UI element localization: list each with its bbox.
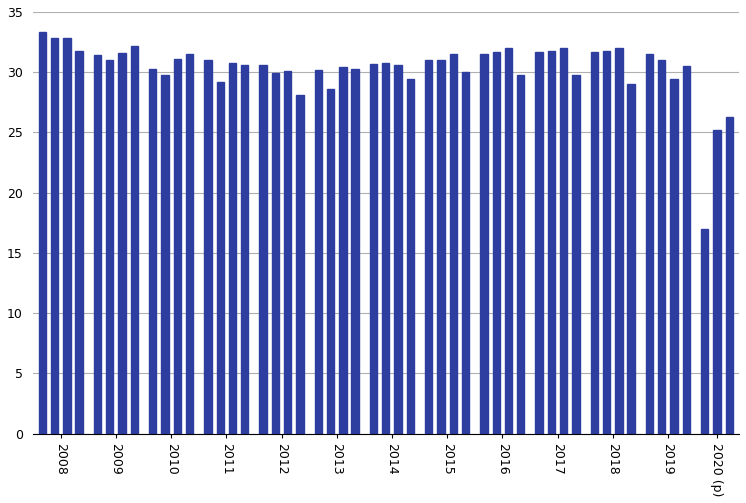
Bar xyxy=(63,38,71,434)
Bar xyxy=(425,60,433,434)
Bar xyxy=(615,48,622,434)
Bar xyxy=(407,79,414,434)
Bar xyxy=(382,62,389,434)
Bar xyxy=(548,50,555,434)
Bar xyxy=(726,117,733,434)
Bar xyxy=(658,60,665,434)
Bar xyxy=(241,65,248,434)
Bar xyxy=(149,68,157,434)
Bar xyxy=(701,229,709,434)
Bar xyxy=(339,67,347,434)
Bar xyxy=(627,84,635,434)
Bar xyxy=(260,65,267,434)
Bar xyxy=(536,52,543,434)
Bar xyxy=(492,52,500,434)
Bar xyxy=(204,60,212,434)
Bar xyxy=(94,55,101,434)
Bar xyxy=(395,65,402,434)
Bar xyxy=(315,70,322,434)
Bar xyxy=(560,48,568,434)
Bar xyxy=(603,50,610,434)
Bar xyxy=(161,74,169,434)
Bar xyxy=(39,32,46,434)
Bar xyxy=(119,53,126,434)
Bar xyxy=(480,54,488,434)
Bar xyxy=(437,60,445,434)
Bar xyxy=(370,64,377,434)
Bar xyxy=(51,38,58,434)
Bar xyxy=(272,73,279,434)
Bar xyxy=(351,68,359,434)
Bar xyxy=(591,52,598,434)
Bar xyxy=(517,74,524,434)
Bar xyxy=(216,82,224,434)
Bar xyxy=(75,50,83,434)
Bar xyxy=(327,89,334,434)
Bar xyxy=(646,54,653,434)
Bar xyxy=(505,48,513,434)
Bar xyxy=(106,60,113,434)
Bar xyxy=(450,54,457,434)
Bar xyxy=(462,72,469,434)
Bar xyxy=(683,66,690,434)
Bar xyxy=(174,59,181,434)
Bar xyxy=(572,74,580,434)
Bar xyxy=(284,71,292,434)
Bar xyxy=(713,130,721,434)
Bar xyxy=(186,54,193,434)
Bar xyxy=(229,62,236,434)
Bar xyxy=(671,79,677,434)
Bar xyxy=(296,95,304,434)
Bar xyxy=(131,46,138,434)
